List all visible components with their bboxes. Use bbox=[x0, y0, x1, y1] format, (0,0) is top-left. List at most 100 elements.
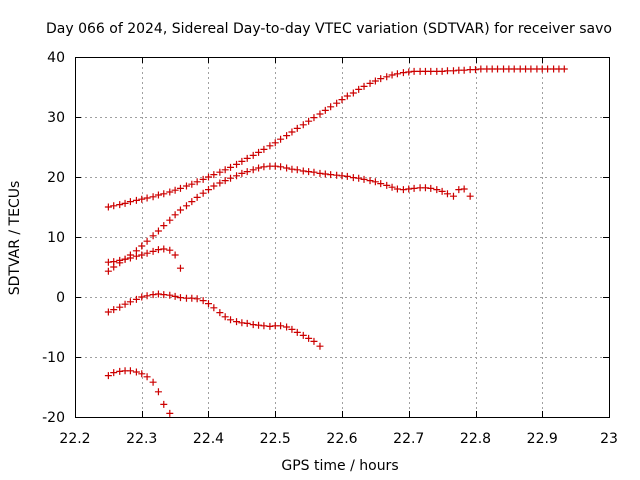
data-point bbox=[316, 342, 324, 350]
y-axis-label: SDTVAR / TECUs bbox=[7, 181, 23, 296]
data-points bbox=[104, 65, 568, 417]
x-tick-label: 22.3 bbox=[126, 431, 157, 447]
data-point bbox=[182, 182, 190, 190]
data-point bbox=[293, 328, 301, 336]
data-point bbox=[171, 251, 179, 259]
data-point bbox=[110, 306, 118, 314]
x-axis-label: GPS time / hours bbox=[281, 458, 398, 474]
data-point bbox=[126, 367, 134, 375]
data-point bbox=[193, 193, 201, 201]
data-point bbox=[310, 337, 318, 345]
y-tick-label: -20 bbox=[42, 410, 65, 426]
data-point bbox=[227, 163, 235, 171]
data-point bbox=[216, 179, 224, 187]
data-point bbox=[460, 185, 468, 193]
data-point bbox=[327, 171, 335, 179]
data-point bbox=[271, 139, 279, 147]
data-point bbox=[104, 372, 112, 380]
y-tick-label: -10 bbox=[42, 350, 65, 366]
series-trace-1 bbox=[104, 65, 568, 211]
data-point bbox=[510, 65, 518, 73]
data-point bbox=[333, 99, 341, 107]
data-point bbox=[393, 70, 401, 78]
data-point bbox=[160, 245, 168, 253]
data-point bbox=[494, 65, 502, 73]
data-point bbox=[176, 184, 184, 192]
data-point bbox=[143, 373, 151, 381]
data-point bbox=[132, 295, 140, 303]
data-point bbox=[238, 157, 246, 165]
data-point bbox=[377, 75, 385, 83]
y-tick-label: 40 bbox=[47, 50, 65, 66]
data-point bbox=[260, 163, 268, 171]
data-point bbox=[166, 291, 174, 299]
data-point bbox=[121, 255, 129, 263]
data-point bbox=[427, 184, 435, 192]
data-point bbox=[143, 237, 151, 245]
data-point bbox=[255, 164, 263, 172]
data-point bbox=[321, 106, 329, 114]
x-tick-label: 23 bbox=[600, 431, 618, 447]
data-point bbox=[199, 297, 207, 305]
data-point bbox=[143, 249, 151, 257]
data-point bbox=[316, 110, 324, 118]
data-point bbox=[126, 198, 134, 206]
data-point bbox=[116, 201, 124, 209]
data-point bbox=[149, 232, 157, 240]
data-point bbox=[171, 211, 179, 219]
data-point bbox=[366, 177, 374, 185]
data-point bbox=[433, 186, 441, 194]
data-point bbox=[132, 252, 140, 260]
data-point bbox=[160, 190, 168, 198]
data-point bbox=[383, 73, 391, 81]
data-point bbox=[305, 117, 313, 125]
data-point bbox=[249, 166, 257, 174]
data-point bbox=[138, 251, 146, 259]
x-tick-label: 22.4 bbox=[193, 431, 224, 447]
data-point bbox=[255, 148, 263, 156]
data-point bbox=[149, 247, 157, 255]
series-trace-4 bbox=[104, 290, 324, 350]
data-point bbox=[138, 242, 146, 250]
data-point bbox=[110, 258, 118, 266]
data-point bbox=[227, 316, 235, 324]
data-point bbox=[132, 368, 140, 376]
data-point bbox=[216, 309, 224, 317]
data-point bbox=[310, 114, 318, 122]
data-point bbox=[410, 184, 418, 192]
data-point bbox=[154, 388, 162, 396]
data-point bbox=[210, 182, 218, 190]
series-trace-2 bbox=[104, 162, 474, 275]
data-point bbox=[104, 267, 112, 275]
data-point bbox=[116, 256, 124, 264]
data-point bbox=[154, 191, 162, 199]
data-point bbox=[176, 294, 184, 302]
data-point bbox=[277, 135, 285, 143]
data-point bbox=[154, 227, 162, 235]
data-point bbox=[410, 67, 418, 75]
data-point bbox=[171, 186, 179, 194]
data-point bbox=[388, 183, 396, 191]
data-point bbox=[160, 400, 168, 408]
data-point bbox=[360, 82, 368, 90]
data-point bbox=[288, 128, 296, 136]
data-point bbox=[243, 168, 251, 176]
data-point bbox=[233, 318, 241, 326]
data-point bbox=[299, 331, 307, 339]
data-point bbox=[227, 174, 235, 182]
data-point bbox=[349, 89, 357, 97]
data-point bbox=[199, 189, 207, 197]
data-point bbox=[104, 203, 112, 211]
y-tick-label: 10 bbox=[47, 230, 65, 246]
data-point bbox=[388, 71, 396, 79]
data-point bbox=[138, 370, 146, 378]
data-point bbox=[210, 304, 218, 312]
data-point bbox=[221, 313, 229, 321]
data-point bbox=[233, 160, 241, 168]
data-point bbox=[132, 196, 140, 204]
x-tick-label: 22.2 bbox=[59, 431, 90, 447]
data-point bbox=[277, 163, 285, 171]
data-point bbox=[355, 174, 363, 182]
data-point bbox=[199, 175, 207, 183]
